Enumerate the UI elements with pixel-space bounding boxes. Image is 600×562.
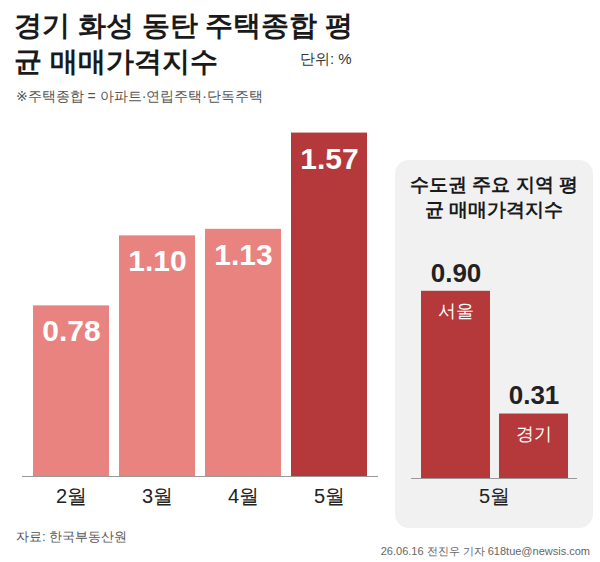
- svg-text:0.31: 0.31: [509, 380, 560, 410]
- svg-text:1.10: 1.10: [128, 244, 186, 277]
- svg-text:3월: 3월: [142, 485, 173, 507]
- svg-text:1.13: 1.13: [214, 238, 272, 271]
- svg-text:0.90: 0.90: [431, 258, 482, 288]
- svg-text:경기: 경기: [516, 424, 552, 444]
- html-text:단위: %: 단위: %: [300, 50, 352, 67]
- svg-text:0.78: 0.78: [42, 314, 100, 347]
- svg-text:5월: 5월: [479, 485, 510, 507]
- html-text:26.06.16 전진우 기자 618tue@newsis.: 26.06.16 전진우 기자 618tue@newsis.com: [380, 545, 590, 557]
- svg-text:4월: 4월: [228, 485, 259, 507]
- svg-text:1.57: 1.57: [300, 142, 358, 175]
- html-text:자료: 한국부동산원: 자료: 한국부동산원: [16, 529, 128, 544]
- html-text:※주택종합 = 아파트·연립주택·단독주택: ※주택종합 = 아파트·연립주택·단독주택: [16, 88, 263, 104]
- svg-text:2월: 2월: [56, 485, 87, 507]
- html-text:경기 화성 동탄 주택종합 평균 매매가격지수: 경기 화성 동탄 주택종합 평균 매매가격지수: [14, 10, 354, 77]
- svg-text:5월: 5월: [314, 485, 345, 507]
- html-text:수도권 주요 지역 평균 매매가격지수: 수도권 주요 지역 평균 매매가격지수: [410, 174, 578, 220]
- svg-text:서울: 서울: [438, 301, 474, 321]
